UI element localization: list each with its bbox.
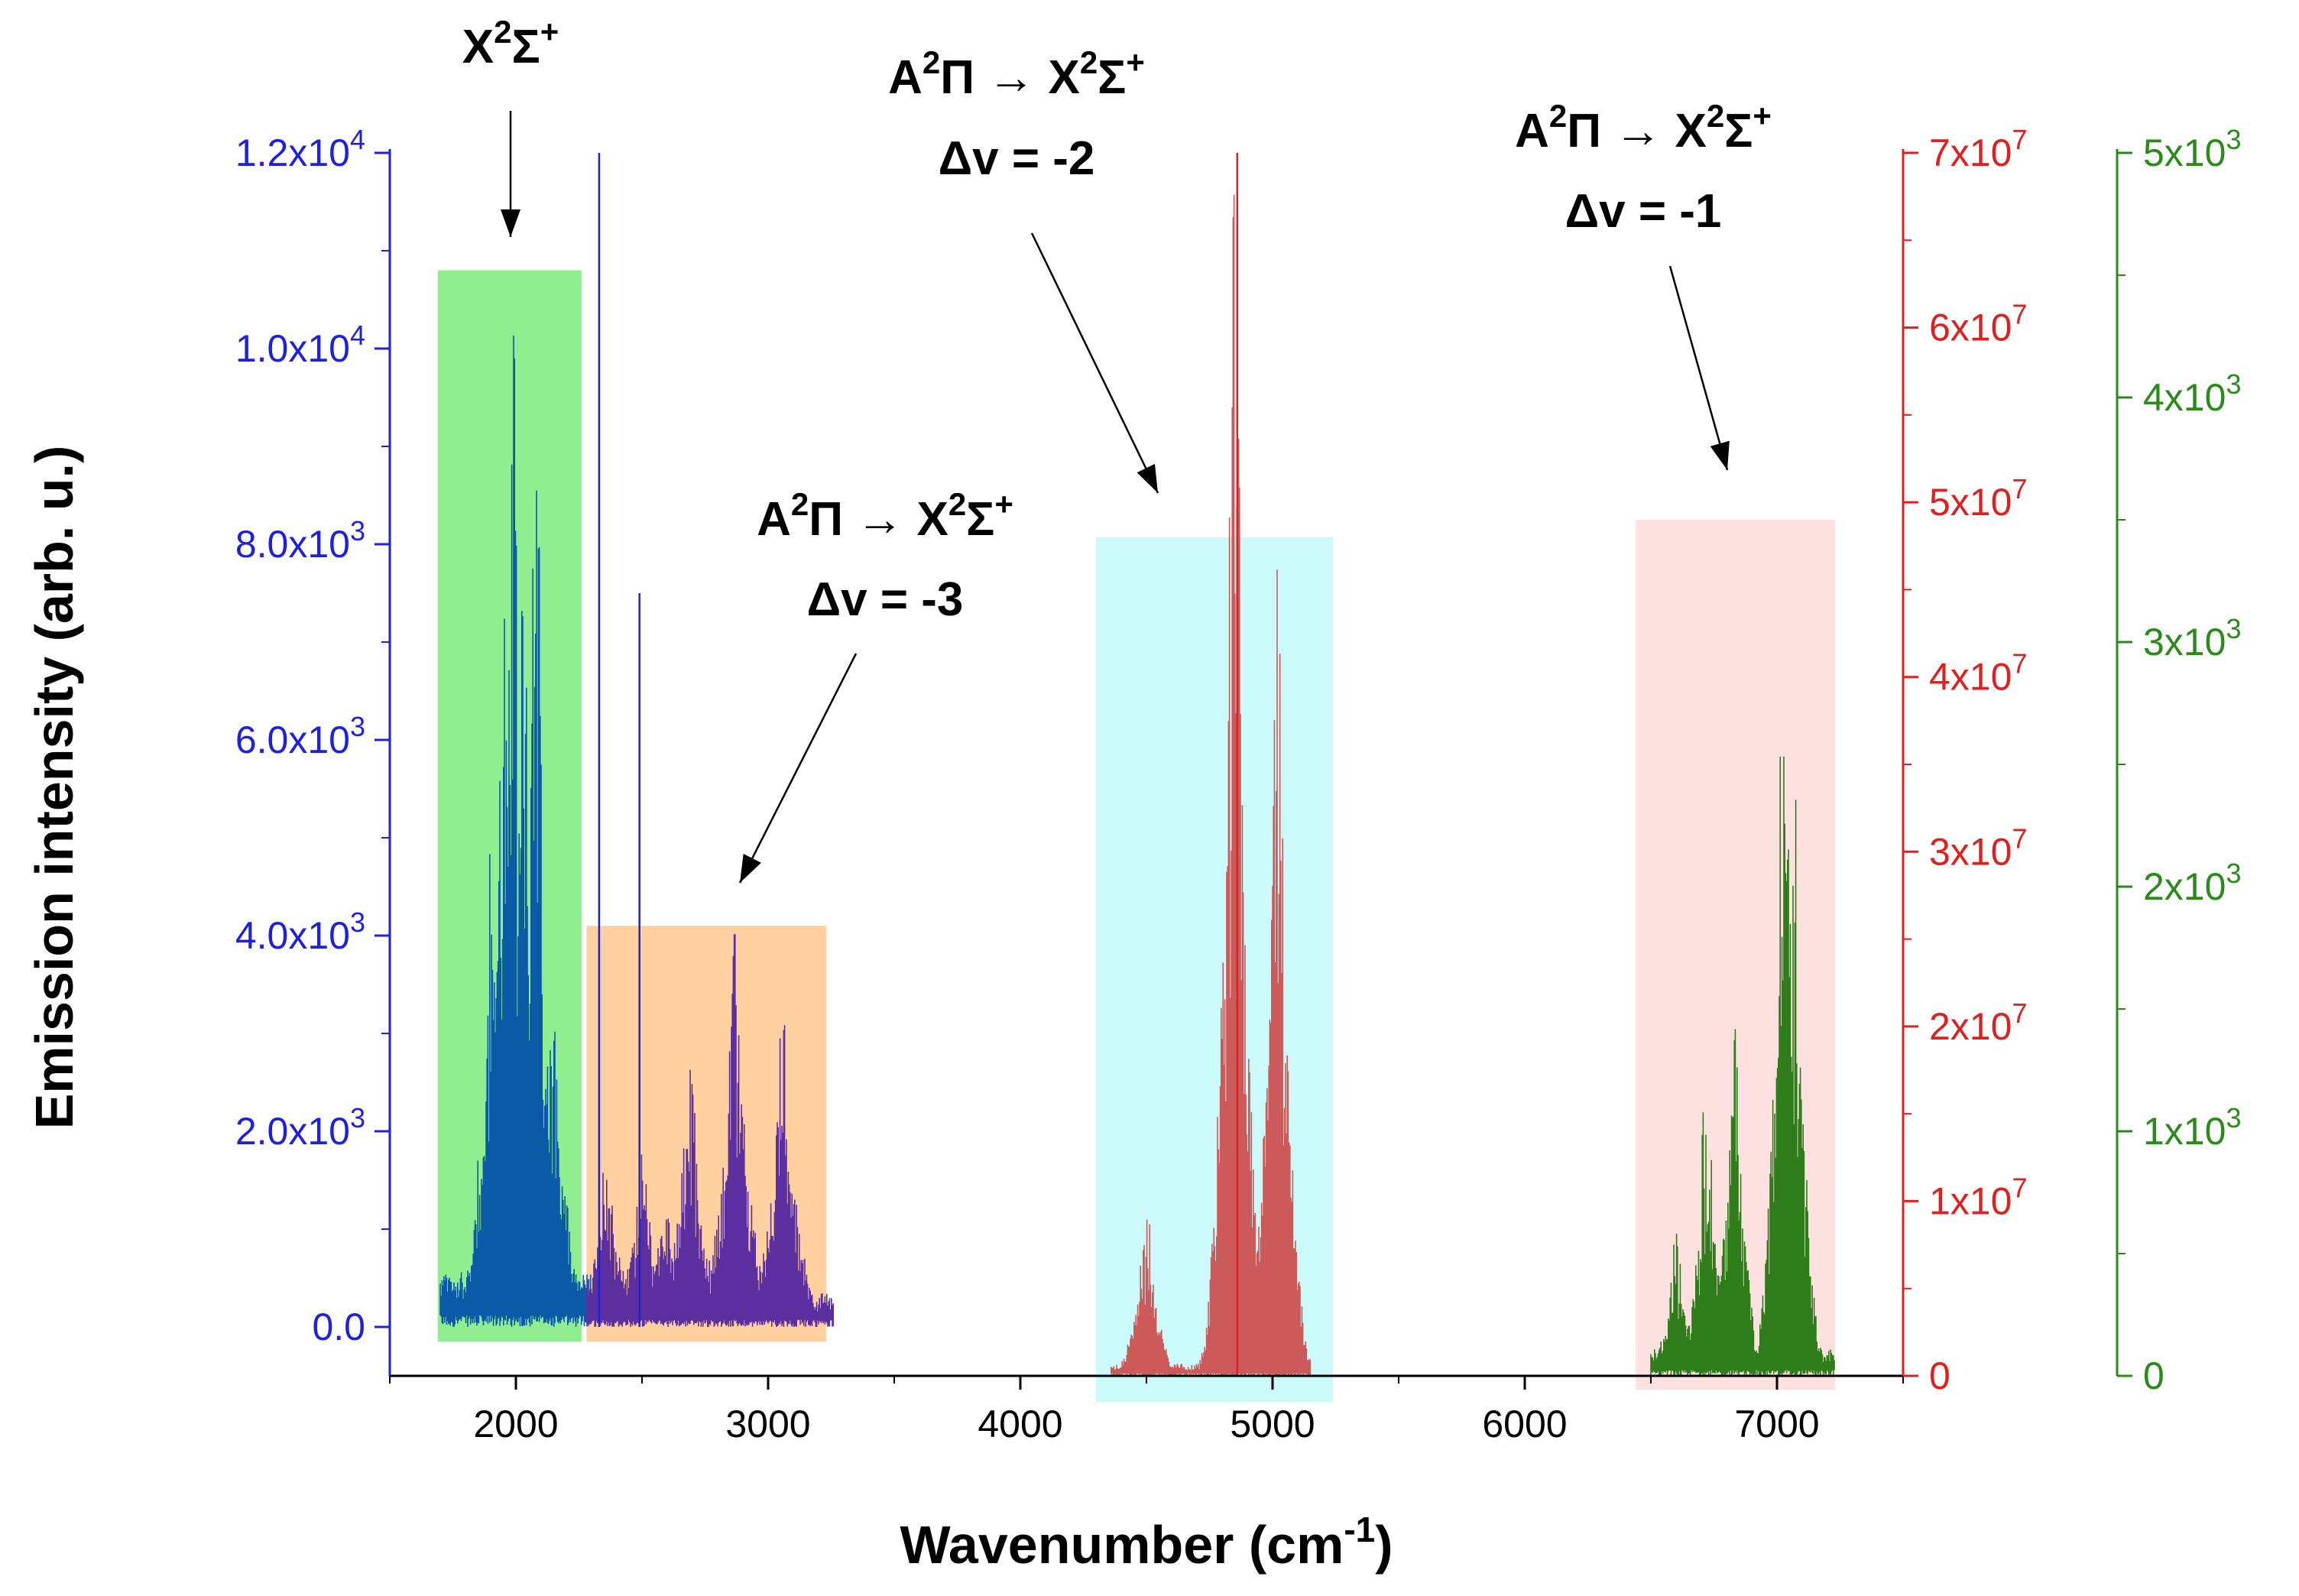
x-tick-label-0: 2000 — [473, 1403, 558, 1445]
left-tick-label-3: 6.0x103 — [235, 711, 365, 761]
right1-tick-label-7: 7x107 — [1929, 124, 2027, 174]
right2-tick-label-2: 2x103 — [2143, 858, 2241, 908]
arrowhead-x — [501, 209, 520, 237]
right1-tick-label-5: 5x107 — [1929, 473, 2027, 524]
right1-tick-label-2: 2x107 — [1929, 998, 2027, 1048]
right2-tick-label-4: 4x103 — [2143, 368, 2241, 419]
annotation-dv1-line-1: Δv = -1 — [1565, 185, 1722, 238]
series-1 — [585, 934, 834, 1327]
arrow-dv3 — [738, 653, 858, 884]
left-tick-label-4: 8.0x103 — [235, 515, 365, 566]
series-2 — [1111, 194, 1311, 1376]
right1-tick-label-3: 3x107 — [1929, 822, 2027, 873]
annotation-dv2-line-0: A2Π → X2Σ+ — [888, 44, 1145, 104]
right2-tick-label-3: 3x103 — [2143, 613, 2241, 663]
arrow-dv1 — [1668, 265, 1729, 471]
left-tick-label-5: 1.0x104 — [235, 320, 365, 370]
y-axis-title: Emission intensity (arb. u.) — [24, 446, 84, 1130]
left-tick-label-0: 0.0 — [312, 1306, 365, 1348]
arrow-dv2 — [1030, 232, 1159, 494]
left-tick-label-6: 1.2x104 — [235, 124, 365, 174]
series-0 — [439, 336, 592, 1327]
right1-tick-label-1: 1x107 — [1929, 1172, 2027, 1222]
arrowhead-dv3 — [740, 854, 761, 883]
x-axis-title: Wavenumber (cm-1) — [900, 1510, 1393, 1575]
left-tick-label-1: 2.0x103 — [235, 1102, 365, 1153]
x-tick-label-4: 6000 — [1482, 1403, 1567, 1445]
right1-tick-label-6: 6x107 — [1929, 299, 2027, 349]
annotation-dv2-line-1: Δv = -2 — [939, 132, 1095, 185]
axis-titles: Wavenumber (cm-1) Emission intensity (arb… — [24, 446, 1393, 1575]
spike-lines — [598, 153, 1239, 1376]
spectra-series — [439, 194, 1835, 1376]
arrowhead-dv1 — [1710, 440, 1730, 470]
annotation-dv3-line-1: Δv = -3 — [807, 573, 964, 626]
axes-group: 2000 3000 4000 5000 6000 7000 0.0 2.0x103 4.0x10… — [235, 124, 2242, 1445]
x-tick-label-1: 3000 — [725, 1403, 810, 1445]
annotation-x-line-0: X2Σ+ — [462, 14, 559, 73]
x-tick-label-2: 4000 — [978, 1403, 1062, 1445]
right2-tick-label-0: 0 — [2143, 1354, 2164, 1397]
right2-tick-label-1: 1x103 — [2143, 1102, 2241, 1153]
annotation-dv1-line-0: A2Π → X2Σ+ — [1515, 98, 1772, 157]
band-highlight-regions — [437, 270, 1835, 1403]
series-3 — [1650, 756, 1835, 1376]
annotation-dv3-line-0: A2Π → X2Σ+ — [757, 486, 1013, 546]
x-tick-label-3: 5000 — [1230, 1403, 1315, 1445]
arrowhead-dv2 — [1137, 463, 1158, 493]
x-tick-label-5: 7000 — [1734, 1403, 1819, 1445]
band-annotations: X2Σ+ A2Π → X2Σ+ Δv = -3 A2Π → X2Σ+ Δv = -2 A2… — [462, 14, 1772, 884]
right2-tick-label-5: 5x103 — [2143, 124, 2241, 174]
left-tick-label-2: 4.0x103 — [235, 907, 365, 957]
right1-tick-label-4: 4x107 — [1929, 648, 2027, 699]
right1-tick-label-0: 0 — [1929, 1354, 1950, 1397]
